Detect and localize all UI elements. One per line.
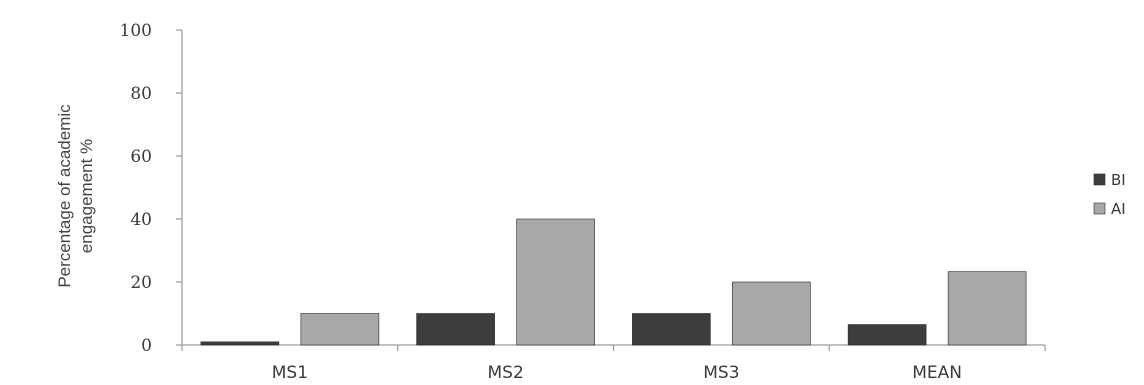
x-axis: MS1 MS2 MS3 MEAN	[181, 344, 1046, 383]
x-category-label: MS3	[703, 363, 739, 383]
bars	[200, 218, 1027, 346]
y-axis: 0 20 40 60 80 100	[120, 21, 183, 356]
bar-ai-ms3	[732, 281, 811, 346]
y-tick-label: 20	[130, 273, 152, 293]
legend-label-ai: AI	[1111, 200, 1126, 218]
y-tick-label: 60	[130, 147, 152, 167]
x-category-label: MEAN	[912, 363, 962, 383]
legend-label-bi: BI	[1111, 171, 1126, 189]
bar-ai-ms2	[516, 218, 595, 346]
y-axis-title-line-2: engagement %	[77, 139, 96, 253]
bar-ai-mean	[947, 271, 1027, 346]
bar-bi-ms3	[632, 313, 711, 346]
y-axis-title: Percentage of academic engagement %	[55, 104, 96, 288]
bar-bi-ms1	[200, 341, 280, 346]
bar-bi-ms2	[416, 313, 495, 346]
bar-bi-mean	[847, 324, 927, 346]
y-tick-label: 0	[141, 336, 152, 356]
y-tick-label: 80	[130, 84, 152, 104]
y-tick-label: 40	[130, 210, 152, 230]
x-category-label: MS2	[487, 363, 523, 383]
y-tick-label: 100	[120, 21, 152, 41]
bar-ai-ms1	[300, 313, 380, 346]
legend: BI AI	[1093, 171, 1126, 218]
legend-swatch-ai	[1093, 202, 1106, 215]
x-category-label: MS1	[272, 363, 308, 383]
legend-swatch-bi	[1093, 173, 1106, 186]
y-axis-title-line-1: Percentage of academic	[55, 104, 74, 288]
